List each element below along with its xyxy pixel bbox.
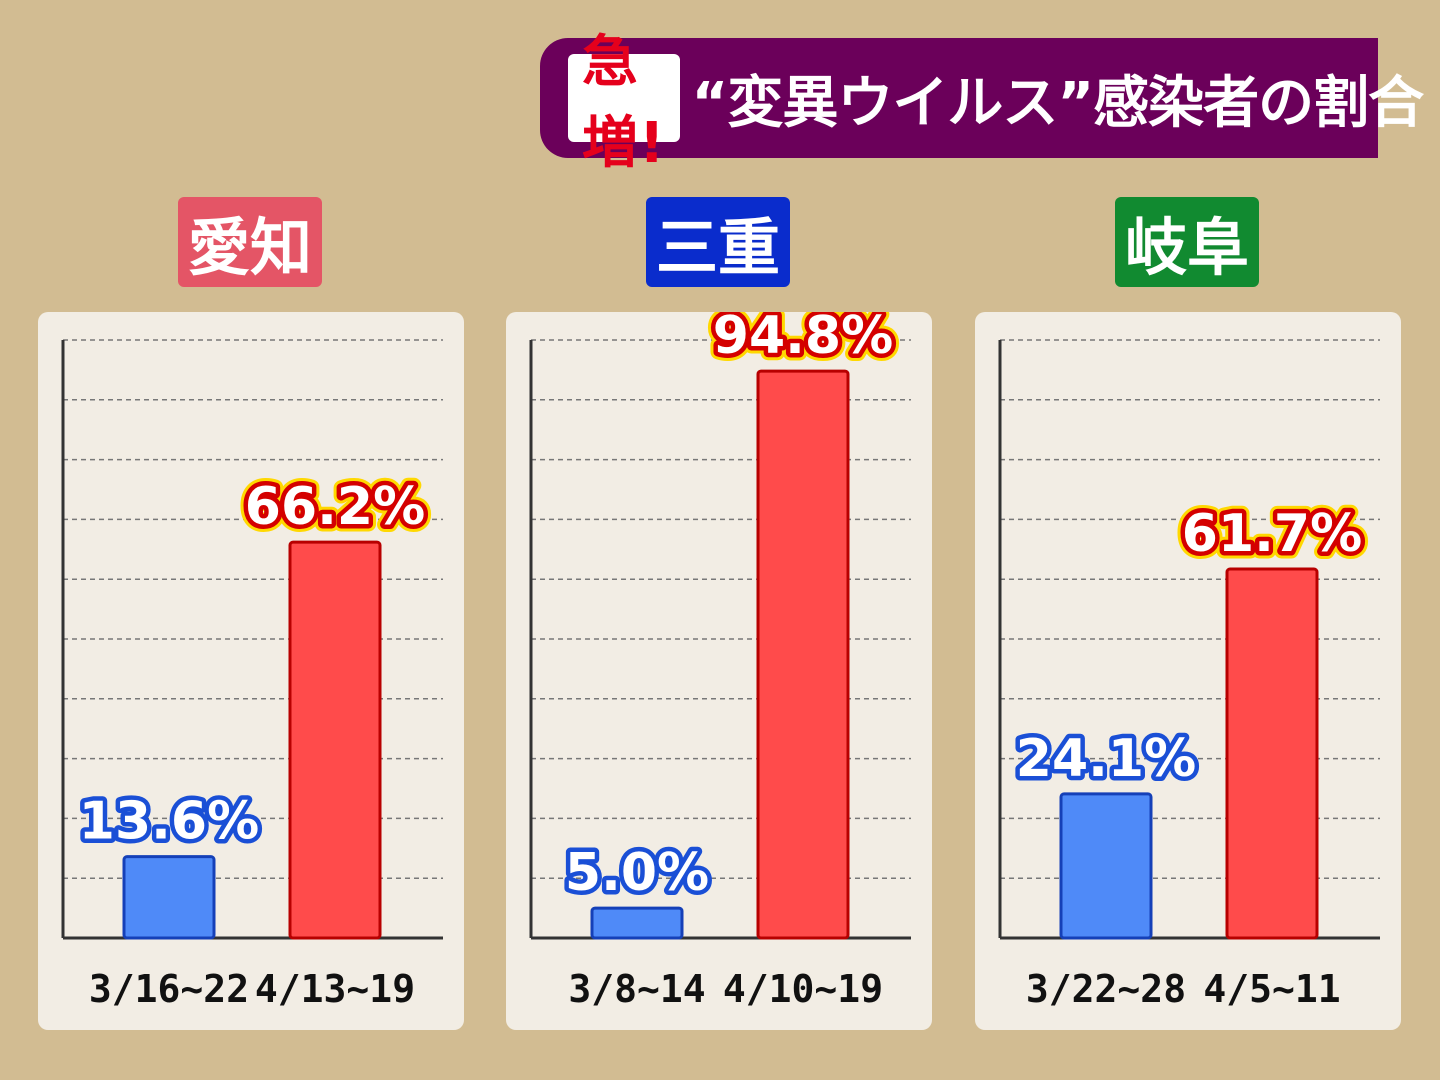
chart-panel-gifu: 24.1% 3/22~28 61.7% 61.7% 4/5~11 [975,312,1401,1030]
chart-panel-aichi: 13.6% 3/16~22 66.2% 66.2% 4/13~19 [38,312,464,1030]
data-label: 61.7% [1182,504,1362,564]
region-label-mie: 三重 [646,197,790,287]
chart-panel-mie: 5.0% 3/8~14 94.8% 94.8% 4/10~19 [506,312,932,1030]
x-tick-label: 4/10~19 [723,967,883,1011]
bar-after [1225,567,1319,940]
bar-before [1059,792,1153,940]
title-badge: 急増! [568,30,680,176]
x-tick-label: 4/5~11 [1203,967,1340,1011]
region-label-gifu: 岐阜 [1115,197,1259,287]
chart-title: “変異ウイルス”感染者の割合 [691,70,1425,136]
data-label-glow: 94.8% [713,312,893,366]
data-label: 5.0% [565,843,709,903]
region-label-aichi: 愛知 [178,197,322,287]
bar-after [288,540,382,940]
x-tick-label: 3/16~22 [89,967,249,1011]
x-tick-label: 3/22~28 [1026,967,1186,1011]
title-banner: 急増! “変異ウイルス”感染者の割合 [540,30,1424,176]
bar-before [122,855,216,940]
x-tick-label: 4/13~19 [255,967,415,1011]
data-label: 13.6% [79,792,259,852]
x-tick-label: 3/8~14 [568,967,705,1011]
data-label-glow: 61.7% [1182,504,1362,564]
data-label: 24.1% [1016,729,1196,789]
data-label: 66.2% [245,477,425,537]
bar-before [590,906,684,940]
bar-after [756,369,850,940]
data-label-glow: 66.2% [245,477,425,537]
data-label: 94.8% [713,312,893,366]
